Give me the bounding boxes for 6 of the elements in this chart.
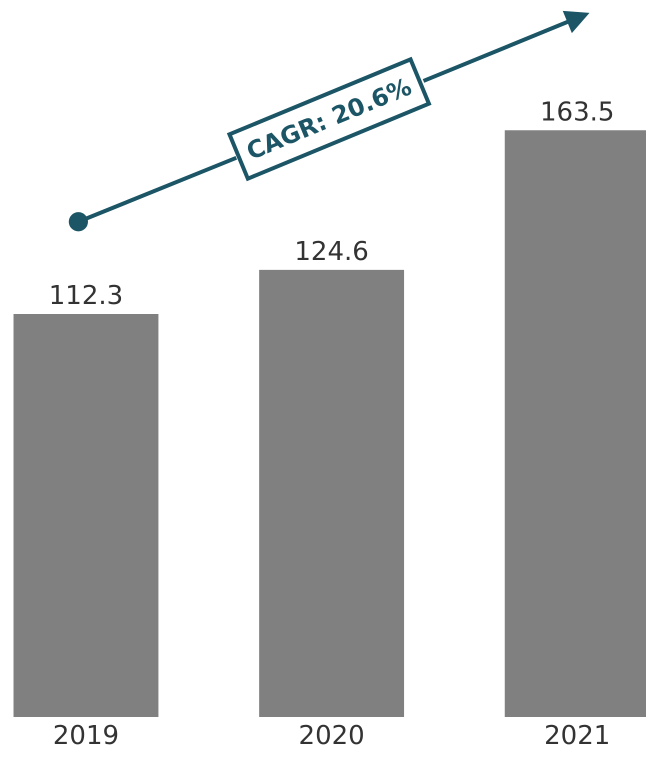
x-tick-label: 2020 — [298, 721, 365, 751]
data-label: 124.6 — [294, 236, 369, 267]
x-tick-label: 2021 — [544, 721, 610, 751]
data-label: 112.3 — [48, 281, 124, 311]
x-tick-label: 2019 — [52, 721, 120, 751]
data-label: 163.5 — [540, 97, 614, 128]
